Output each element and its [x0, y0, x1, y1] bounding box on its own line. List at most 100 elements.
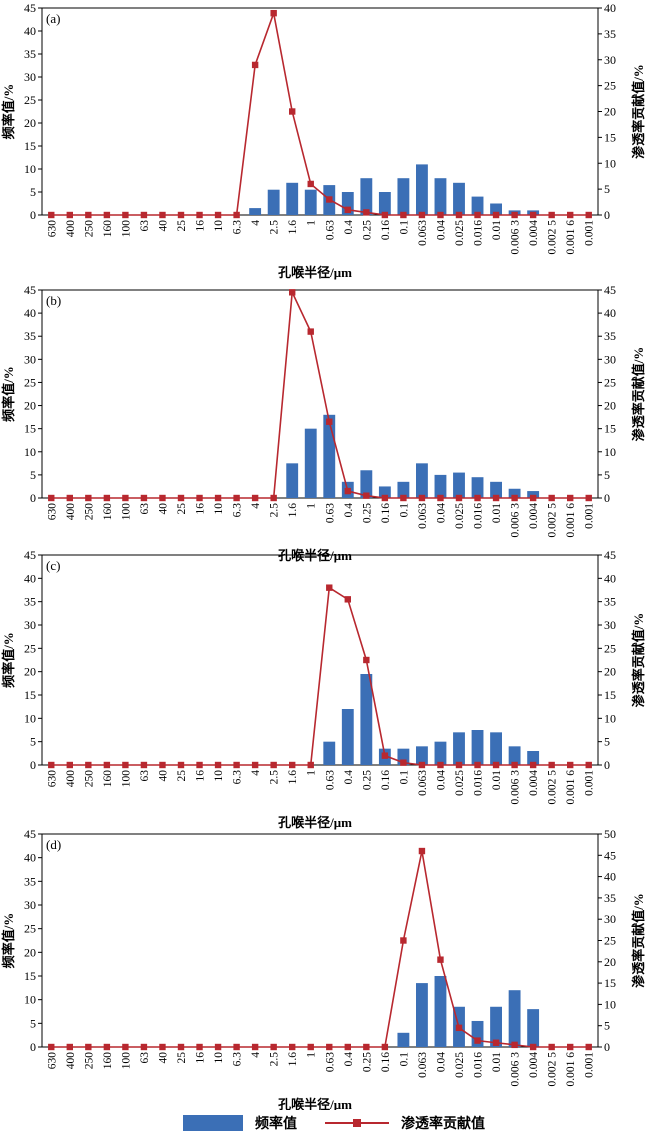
bar-frequency	[453, 472, 465, 498]
marker-permeability	[400, 211, 407, 219]
left-tick-label: 0	[30, 1040, 36, 1054]
category-label: 1	[306, 220, 318, 226]
marker-permeability	[103, 1043, 111, 1051]
marker-permeability	[270, 761, 277, 769]
plot-frame	[41, 289, 599, 499]
left-tick-label: 5	[30, 1016, 36, 1030]
marker-permeability	[326, 1043, 333, 1051]
plot-frame	[41, 7, 599, 216]
left-tick-label: 30	[24, 898, 36, 912]
right-tick-label: 5	[604, 468, 610, 482]
marker-permeability	[437, 956, 444, 963]
marker-permeability	[85, 1043, 92, 1051]
left-tick-label: 0	[30, 208, 36, 222]
bar-frequency	[360, 178, 373, 215]
category-label: 25	[176, 220, 188, 232]
marker-permeability	[177, 761, 185, 769]
marker-permeability	[437, 761, 444, 769]
bar-frequency	[397, 481, 410, 498]
marker-permeability	[455, 1024, 463, 1032]
left-axis-label: 频率值/%	[1, 632, 16, 688]
category-label: 0.25	[361, 503, 373, 523]
marker-permeability	[122, 211, 129, 219]
marker-permeability	[103, 761, 111, 769]
right-tick-label: 35	[604, 595, 616, 609]
bar-frequency	[286, 463, 299, 498]
category-label: 1.6	[287, 770, 299, 785]
marker-permeability	[196, 494, 203, 502]
marker-permeability	[548, 211, 555, 219]
marker-permeability	[381, 1043, 389, 1051]
category-label: 0.16	[380, 503, 392, 523]
category-label: 400	[65, 770, 77, 788]
bar-frequency	[527, 751, 540, 765]
chart-panel-2: 0 5 10 15 20 25 30 35 40 45 0 5 10 15 20 25 30 35 40 45 630 4…	[1, 283, 646, 563]
left-tick-label: 40	[24, 24, 36, 38]
marker-permeability	[511, 494, 518, 502]
marker-permeability	[251, 494, 259, 502]
right-tick-label: 25	[604, 641, 616, 655]
bar-frequency	[304, 428, 317, 498]
left-tick-label: 15	[24, 969, 36, 983]
category-label: 16	[195, 770, 207, 782]
left-tick-label: 25	[24, 641, 36, 655]
category-label: 6.3	[232, 220, 244, 235]
right-tick-label: 35	[604, 329, 616, 343]
category-label: 25	[176, 770, 188, 782]
right-axis-label: 渗透率贡献值/%	[631, 64, 646, 159]
marker-permeability	[85, 494, 92, 502]
marker-permeability	[122, 1043, 129, 1051]
legend-frequency-label: 频率值	[255, 1117, 297, 1132]
left-tick-label: 40	[24, 571, 36, 585]
left-tick-label: 35	[24, 329, 36, 343]
marker-permeability	[585, 1043, 592, 1051]
bar-frequency	[490, 203, 502, 215]
marker-permeability	[511, 1041, 518, 1049]
left-tick-label: 40	[24, 851, 36, 865]
chart-panel-3: 0 5 10 15 20 25 30 35 40 45 0 5 10 15 20 25 30 35 40 45 630 4…	[1, 548, 646, 830]
category-label: 250	[83, 770, 95, 788]
marker-permeability	[400, 759, 407, 766]
marker-permeability	[567, 761, 574, 769]
bar-frequency	[434, 474, 447, 498]
marker-permeability	[48, 494, 55, 502]
category-label: 4	[250, 1052, 262, 1058]
category-label: 0.001	[584, 503, 596, 529]
category-label: 0.04	[435, 1052, 447, 1072]
left-tick-label: 35	[24, 595, 36, 609]
category-label: 16	[195, 503, 207, 515]
marker-permeability	[474, 1037, 481, 1044]
category-label: 0.04	[435, 220, 447, 240]
marker-permeability	[159, 1043, 166, 1051]
left-axis-label: 频率值/%	[1, 366, 16, 422]
category-label: 250	[83, 220, 95, 238]
marker-permeability	[418, 494, 426, 502]
right-tick-label: 40	[604, 571, 616, 585]
category-label: 630	[46, 220, 58, 238]
category-label: 0.002 5	[547, 503, 559, 538]
right-tick-label: 25	[604, 79, 616, 93]
marker-permeability	[214, 211, 222, 219]
right-tick-label: 40	[604, 870, 616, 884]
marker-permeability	[122, 494, 129, 502]
category-label: 100	[120, 770, 132, 788]
marker-permeability	[326, 418, 333, 425]
marker-permeability	[585, 761, 592, 769]
category-label: 400	[65, 220, 77, 238]
bar-frequency	[453, 732, 465, 765]
marker-permeability	[159, 494, 166, 502]
marker-permeability	[326, 196, 333, 203]
category-label: 0.063	[417, 503, 429, 529]
marker-permeability	[474, 211, 481, 219]
panel-tag: (b)	[46, 293, 61, 308]
category-label: 0.002 5	[547, 770, 559, 805]
category-label: 100	[120, 1052, 132, 1070]
category-label: 0.002 5	[547, 220, 559, 255]
left-tick-label: 20	[24, 665, 36, 679]
marker-permeability	[140, 1043, 148, 1051]
category-label: 160	[102, 220, 114, 238]
marker-permeability	[66, 761, 73, 769]
right-tick-label: 5	[604, 735, 610, 749]
